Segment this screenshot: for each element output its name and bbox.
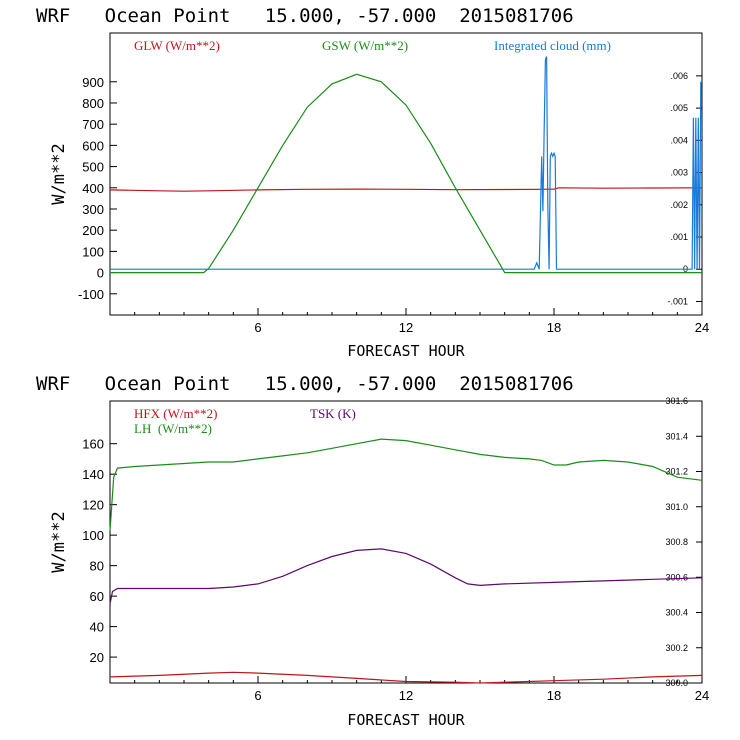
y-tick-label: 200 [82, 223, 104, 238]
legend-entry: LH (W/m**2) [134, 421, 212, 436]
y-tick-label: 40 [90, 620, 104, 635]
y-tick-label: 300 [82, 202, 104, 217]
legend-entry: Integrated cloud (mm) [494, 38, 611, 53]
y-tick-label: 900 [82, 75, 104, 90]
x-axis-label: FORECAST HOUR [347, 711, 465, 729]
y2-tick-label: .006 [670, 71, 688, 81]
legend-entry: TSK (K) [310, 406, 356, 421]
y-tick-label: -100 [78, 287, 104, 302]
chart-panel-2: WRF Ocean Point 15.000, -57.000 20150817… [36, 373, 709, 729]
y2-tick-label: 301.0 [665, 502, 688, 512]
x-tick-label: 6 [254, 320, 261, 335]
y2-tick-label: 300.2 [665, 643, 688, 653]
y-tick-label: 800 [82, 96, 104, 111]
x-tick-label: 24 [695, 320, 709, 335]
y-tick-label: 100 [82, 528, 104, 543]
chart-title: WRF Ocean Point 15.000, -57.000 20150817… [36, 5, 574, 27]
y2-tick-label: 301.4 [665, 431, 688, 441]
series-line-2 [109, 438, 703, 531]
legend-entry: HFX (W/m**2) [134, 406, 217, 421]
series-line-3 [110, 56, 702, 270]
y2-tick-label: .002 [670, 200, 688, 210]
y-tick-label: 60 [90, 589, 104, 604]
y-tick-label: 600 [82, 138, 104, 153]
series-line-2 [110, 73, 702, 274]
series-line-1 [109, 187, 703, 192]
x-tick-label: 18 [547, 688, 561, 703]
x-tick-label: 24 [695, 688, 709, 703]
y2-tick-label: .003 [670, 168, 688, 178]
y-tick-label: 120 [82, 498, 104, 513]
series-line-1 [109, 671, 703, 684]
y2-tick-label: -.001 [667, 296, 688, 306]
chart-title: WRF Ocean Point 15.000, -57.000 20150817… [36, 373, 574, 395]
y-axis-label: W/m**2 [49, 511, 69, 572]
y2-tick-label: 301.6 [665, 396, 688, 406]
y2-tick-label: 300.4 [665, 608, 688, 618]
y2-tick-label: .004 [670, 135, 688, 145]
y-tick-label: 100 [82, 244, 104, 259]
y-tick-label: 160 [82, 437, 104, 452]
y2-tick-label: 300.0 [665, 678, 688, 688]
y2-tick-label: .005 [670, 103, 688, 113]
y-tick-label: 0 [97, 266, 104, 281]
y-tick-label: 20 [90, 650, 104, 665]
y-tick-label: 700 [82, 117, 104, 132]
plot-frame [109, 400, 703, 684]
legend-entry: GSW (W/m**2) [322, 38, 408, 53]
x-tick-label: 12 [399, 688, 413, 703]
y-tick-label: 500 [82, 160, 104, 175]
x-axis-label: FORECAST HOUR [347, 342, 465, 360]
y-tick-label: 400 [82, 181, 104, 196]
y2-tick-label: 300.8 [665, 537, 688, 547]
x-tick-label: 18 [547, 320, 561, 335]
chart-panel-1: WRF Ocean Point 15.000, -57.000 20150817… [36, 5, 709, 360]
series-line-3 [109, 548, 703, 604]
y-tick-label: 140 [82, 467, 104, 482]
x-tick-label: 12 [399, 320, 413, 335]
y-tick-label: 80 [90, 559, 104, 574]
y2-tick-label: 300.6 [665, 572, 688, 582]
legend-entry: GLW (W/m**2) [134, 38, 220, 53]
y2-tick-label: 301.2 [665, 467, 688, 477]
y-axis-label: W/m**2 [49, 143, 69, 204]
x-tick-label: 6 [254, 688, 261, 703]
y2-tick-label: .001 [670, 232, 688, 242]
